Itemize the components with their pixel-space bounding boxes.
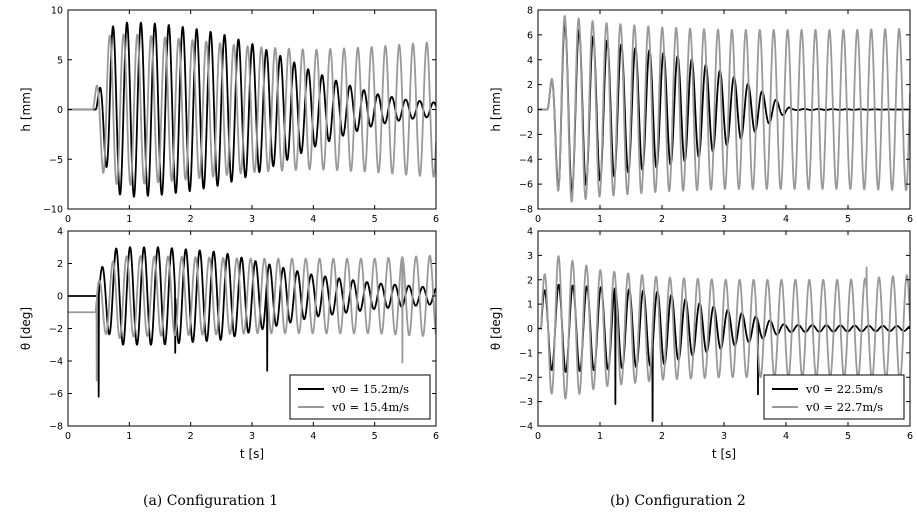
legend-label-2: v0 = 22.7m/s [805,400,883,414]
legend-box [289,374,431,420]
y-axis-label: h [mm] [19,87,33,131]
x-axis-label: t [s] [712,447,736,461]
y-axis-label: θ [deg] [489,307,503,350]
y-tick-label: −2 [519,130,533,141]
y-tick-label: 0 [527,105,533,116]
y-tick-label: −5 [49,155,63,166]
series-line-2 [538,15,910,203]
x-tick-label: 2 [188,431,194,442]
x-axis-label: t [s] [240,447,264,461]
legend-label-1: v0 = 22.5m/s [805,382,883,396]
x-tick-label: 5 [372,431,378,442]
caption-configuration-2: (b) Configuration 2 [610,493,746,509]
series-line-2 [68,254,436,382]
series-line-1 [68,21,436,198]
x-tick-label: 1 [126,431,132,442]
y-tick-label: −4 [519,422,533,433]
y-tick-label: 1 [527,300,533,311]
series-line-1 [68,246,436,398]
y-tick-label: −4 [519,155,533,166]
x-tick-label: 4 [310,214,316,225]
y-tick-label: −3 [519,397,533,408]
y-tick-label: −8 [49,422,63,433]
x-tick-label: 3 [721,214,727,225]
x-tick-label: 5 [845,431,851,442]
legend: v0 = 15.2m/s v0 = 15.4m/s [289,374,431,420]
y-tick-label: −1 [519,348,533,359]
x-tick-label: 1 [126,214,132,225]
x-tick-label: 6 [433,431,439,442]
caption-configuration-1: (a) Configuration 1 [143,493,279,509]
x-tick-label: 2 [659,431,665,442]
x-tick-label: 3 [721,431,727,442]
plot-theta-configuration-1: 0 1 2 3 4 5 6 −8 −6 −4 −2 0 2 4 θ [deg] t [s] v0 = 15.2m… [19,227,439,462]
x-tick-label: 1 [597,431,603,442]
y-tick-label: 2 [57,259,63,270]
x-tick-label: 6 [433,214,439,225]
y-tick-label: −2 [519,373,533,384]
y-tick-label: 0 [57,105,63,116]
y-tick-label: −2 [49,324,63,335]
y-axis-label: θ [deg] [19,307,33,350]
legend-label-1: v0 = 15.2m/s [331,382,409,396]
y-tick-label: 4 [527,227,533,238]
x-tick-label: 1 [597,214,603,225]
x-tick-label: 6 [907,214,913,225]
y-tick-label: −6 [49,389,63,400]
y-tick-label: −6 [519,180,533,191]
y-tick-label: 2 [527,275,533,286]
legend-label-2: v0 = 15.4m/s [331,400,409,414]
y-tick-label: 4 [57,227,63,238]
y-tick-label: 3 [527,251,533,262]
y-tick-label: 10 [51,6,63,17]
plot-theta-configuration-2: 0 1 2 3 4 5 6 −4 −3 −2 −1 0 1 2 3 4 θ [deg] t [s] v0 = 22.… [489,227,913,462]
y-tick-label: 4 [527,55,533,66]
x-tick-label: 5 [845,214,851,225]
plot-h-configuration-2: 0 1 2 3 4 5 6 −8 −6 −4 −2 0 2 4 6 8 h [mm] [489,6,913,226]
y-tick-label: 0 [527,324,533,335]
y-tick-label: 5 [57,55,63,66]
legend-box [763,374,905,420]
y-tick-label: −10 [43,205,63,216]
x-tick-label: 0 [65,431,71,442]
series-line-1 [538,21,910,194]
series-line-2 [538,255,910,400]
legend: v0 = 22.5m/s v0 = 22.7m/s [763,374,905,420]
y-tick-label: −4 [49,357,63,368]
x-tick-label: 4 [783,214,789,225]
x-tick-label: 3 [249,214,255,225]
x-tick-label: 4 [310,431,316,442]
plot-h-configuration-1: 0 1 2 3 4 5 6 −10 −5 0 5 10 h [mm] [19,6,439,226]
x-tick-label: 5 [372,214,378,225]
x-tick-label: 3 [249,431,255,442]
y-tick-label: 0 [57,292,63,303]
y-tick-label: 6 [527,30,533,41]
y-tick-label: −8 [519,205,533,216]
x-tick-label: 4 [783,431,789,442]
x-tick-label: 2 [659,214,665,225]
y-tick-label: 8 [527,6,533,17]
y-axis-label: h [mm] [489,87,503,131]
series-line-2 [68,33,436,186]
x-tick-label: 6 [907,431,913,442]
y-tick-label: 2 [527,80,533,91]
x-tick-label: 0 [535,431,541,442]
x-tick-label: 0 [535,214,541,225]
x-tick-label: 2 [188,214,194,225]
x-tick-label: 0 [65,214,71,225]
